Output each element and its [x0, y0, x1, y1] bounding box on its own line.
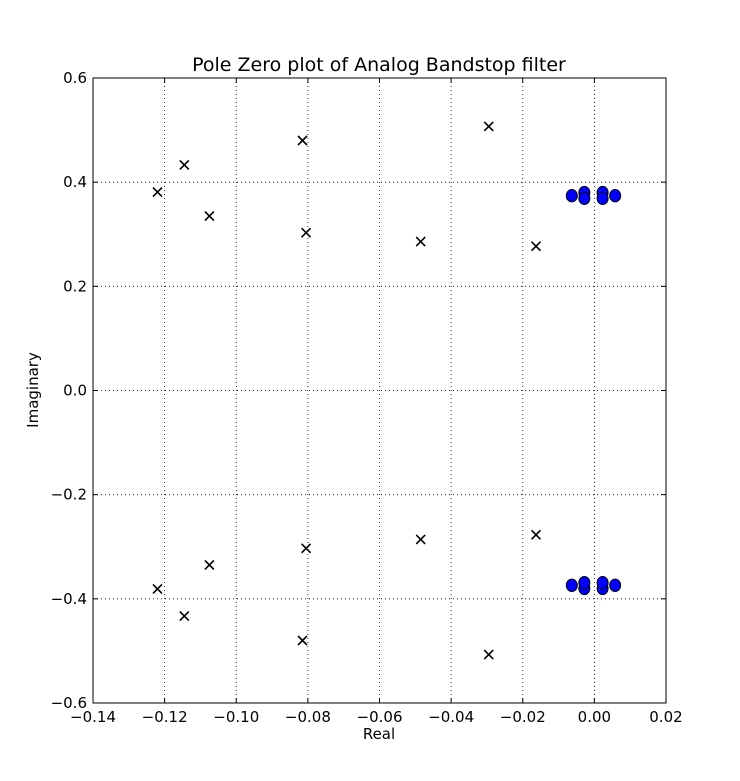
- zero-marker: [565, 189, 578, 203]
- x-tick-label: −0.02: [500, 708, 546, 726]
- pole-marker: [152, 583, 163, 595]
- pole-marker: [415, 236, 426, 247]
- pole-marker: [204, 559, 215, 571]
- pole-marker: [415, 534, 426, 545]
- x-tick-label: −0.08: [285, 708, 331, 726]
- x-tick-label: 0.02: [649, 708, 682, 726]
- pole-marker: [297, 135, 308, 146]
- y-tick-label: −0.6: [51, 694, 87, 712]
- pole-marker: [483, 121, 494, 132]
- chart-title: Pole Zero plot of Analog Bandstop filter: [192, 54, 566, 76]
- pole-marker: [530, 241, 542, 252]
- pole-marker: [297, 635, 308, 646]
- y-tick-label: 0.2: [63, 277, 87, 295]
- pole-marker: [301, 227, 312, 238]
- x-tick-label: −0.12: [142, 708, 188, 726]
- x-tick-label: 0.00: [578, 708, 611, 726]
- pole-marker: [483, 649, 494, 660]
- pole-marker: [301, 543, 312, 554]
- zero-marker: [578, 191, 591, 206]
- x-tick-label: −0.04: [428, 708, 474, 726]
- zero-marker: [578, 575, 591, 590]
- zero-marker: [609, 578, 622, 592]
- pole-marker: [152, 186, 163, 198]
- zero-marker: [609, 189, 622, 203]
- y-axis-label: Imaginary: [24, 352, 42, 428]
- y-tick-label: 0.4: [63, 173, 87, 191]
- x-tick-label: −0.14: [70, 708, 116, 726]
- x-tick-label: −0.10: [213, 708, 259, 726]
- axis-ticks: −0.14 −0.12 −0.10 −0.08 −0.06 −0.04 −0.02 0.00 0…: [51, 69, 683, 726]
- zero-marker: [596, 191, 609, 206]
- pole-marker: [179, 610, 190, 622]
- pole-marker: [204, 210, 215, 222]
- y-tick-label: −0.2: [51, 486, 87, 504]
- pole-marker: [179, 159, 190, 171]
- zero-marker: [596, 575, 609, 590]
- grid: [93, 78, 666, 703]
- pole-marker: [530, 529, 542, 540]
- zero-marker: [565, 578, 578, 592]
- y-tick-label: −0.4: [51, 590, 87, 608]
- plot-marks: [152, 121, 622, 660]
- x-axis-label: Real: [363, 725, 395, 743]
- y-tick-label: 0.6: [63, 69, 87, 87]
- y-tick-label: 0.0: [63, 382, 87, 400]
- x-tick-label: −0.06: [357, 708, 403, 726]
